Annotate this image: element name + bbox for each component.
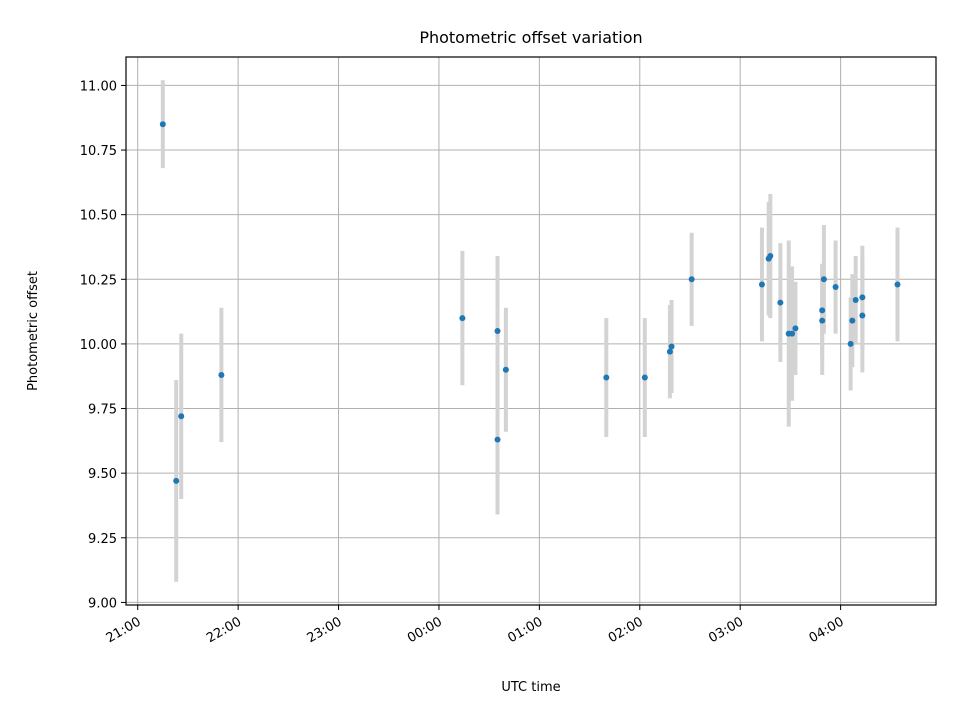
data-point [789, 330, 796, 337]
data-points [159, 121, 901, 484]
data-point [859, 312, 866, 319]
y-tick-label: 10.00 [80, 338, 117, 353]
data-point [859, 294, 866, 301]
y-axis-label: Photometric offset [26, 271, 41, 391]
x-tick-label: 04:00 [807, 614, 847, 646]
data-point [832, 284, 839, 291]
y-tick-label: 10.50 [80, 209, 117, 224]
y-tick-label: 9.00 [88, 596, 117, 611]
y-tick-label: 9.50 [88, 467, 117, 482]
data-point [666, 348, 673, 355]
data-point [852, 296, 859, 303]
data-point [459, 315, 466, 322]
data-point [777, 299, 784, 306]
data-point [767, 253, 774, 260]
data-point [494, 328, 501, 334]
x-tick-label: 23:00 [305, 614, 345, 646]
x-tick-label: 22:00 [204, 614, 244, 646]
y-tick-label: 10.75 [80, 144, 117, 159]
data-point [502, 366, 509, 373]
x-tick-label: 01:00 [505, 614, 545, 646]
data-point [688, 276, 695, 283]
data-point [819, 317, 826, 324]
data-point [641, 374, 648, 381]
data-point [792, 325, 799, 332]
data-point [847, 340, 854, 347]
data-point [820, 276, 827, 283]
data-point [849, 317, 856, 324]
data-point [218, 371, 225, 378]
data-point [173, 477, 180, 484]
x-axis-label: UTC time [501, 680, 560, 695]
data-point [668, 343, 675, 350]
plot-frame [125, 56, 937, 606]
data-point [894, 281, 901, 288]
x-tick-label: 02:00 [606, 614, 646, 646]
data-point [603, 374, 610, 381]
data-point [819, 307, 826, 314]
data-point [159, 121, 166, 128]
y-tick-label: 11.00 [80, 79, 117, 94]
x-tick-label: 21:00 [104, 614, 144, 646]
x-tick-label: 00:00 [405, 614, 445, 646]
y-tick-label: 9.25 [88, 532, 117, 547]
data-point [494, 436, 501, 443]
y-tick-label: 10.25 [80, 273, 117, 288]
y-tick-label: 9.75 [88, 403, 117, 418]
chart-title: Photometric offset variation [419, 28, 642, 47]
data-point [758, 281, 765, 288]
data-point [178, 413, 185, 420]
x-tick-label: 03:00 [706, 614, 746, 646]
grid [126, 57, 936, 605]
